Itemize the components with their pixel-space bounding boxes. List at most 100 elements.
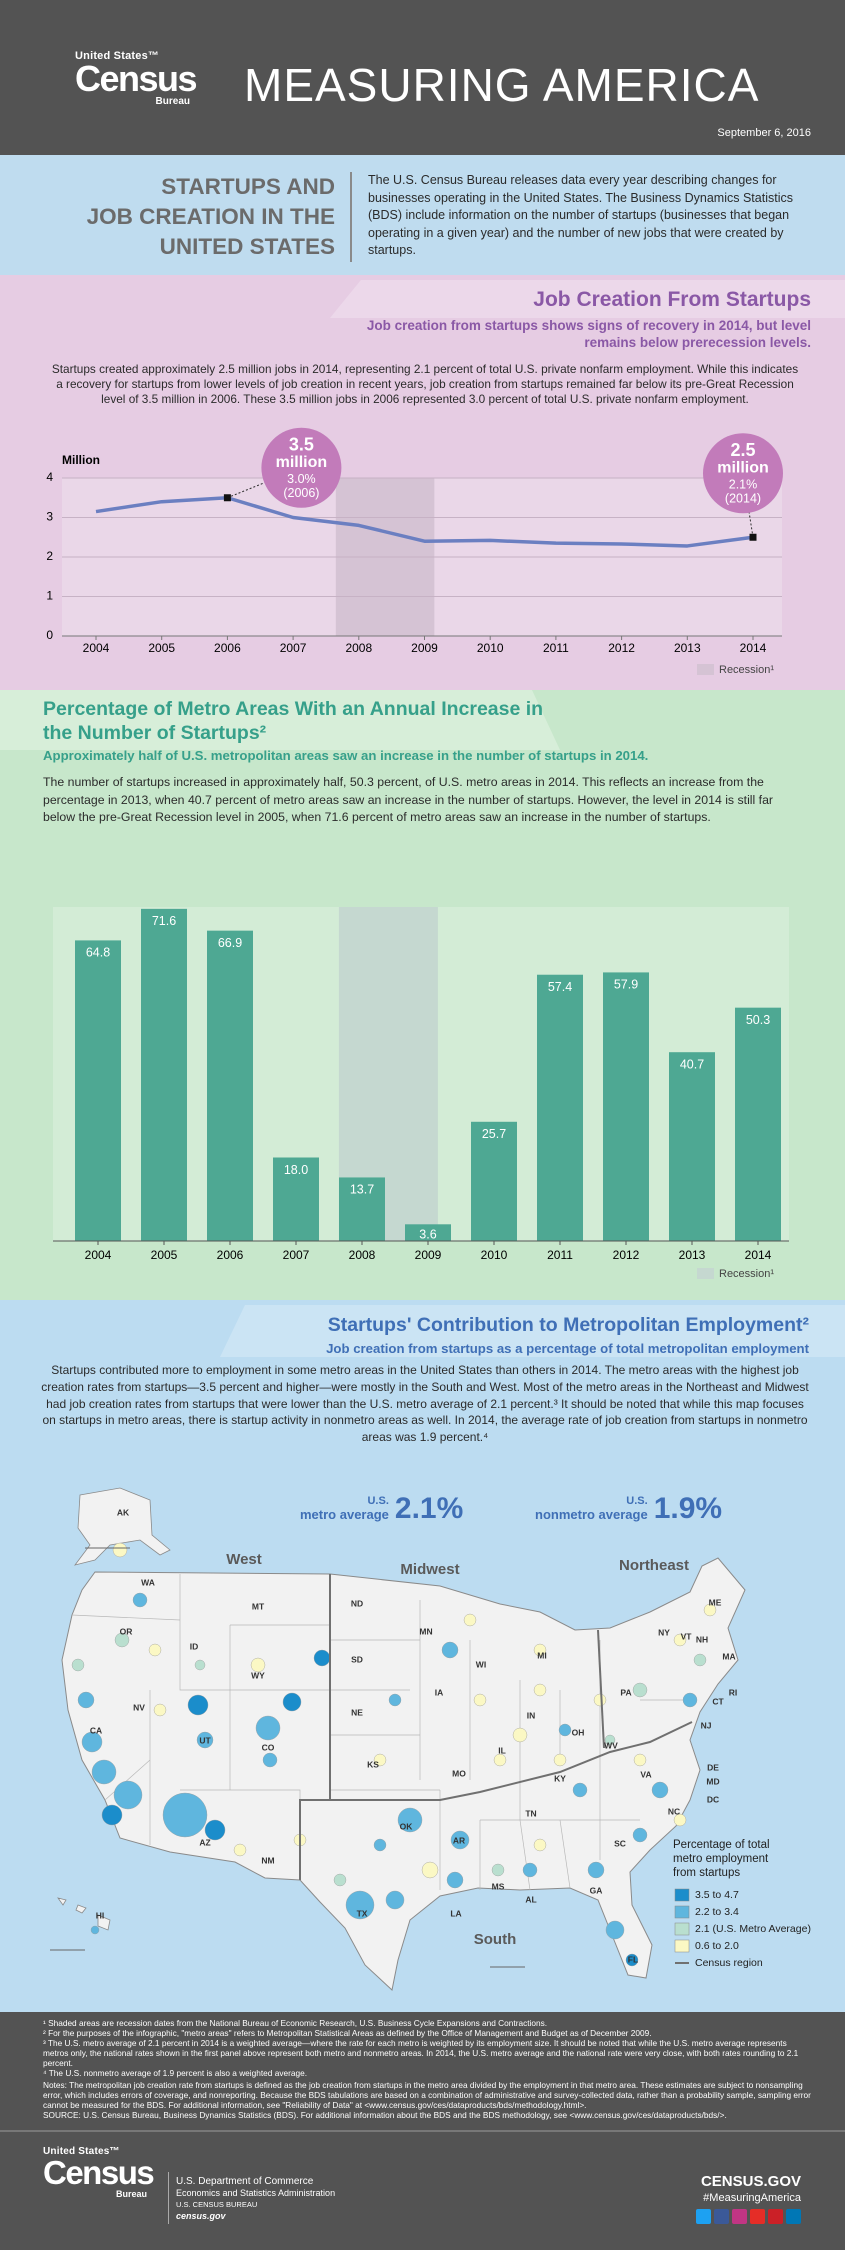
state-label: IA bbox=[435, 1687, 444, 1697]
metro-area bbox=[558, 1723, 572, 1737]
x-tick-label: 2008 bbox=[345, 641, 372, 655]
bar bbox=[273, 1157, 319, 1241]
state-label: IN bbox=[527, 1710, 536, 1720]
legend-swatch bbox=[674, 1939, 690, 1953]
metro-area bbox=[651, 1781, 669, 1799]
census-region-boundary bbox=[330, 1721, 693, 1801]
metro-area bbox=[345, 1890, 375, 1920]
bar-value-label: 25.7 bbox=[482, 1127, 506, 1141]
legend-label: 0.6 to 2.0 bbox=[695, 1940, 739, 1952]
annotation-bubble bbox=[703, 433, 783, 514]
state-label: KY bbox=[554, 1773, 566, 1783]
census-logo: United States™ Census Bureau bbox=[75, 50, 215, 107]
metro-area bbox=[493, 1753, 507, 1767]
x-tick-label: 2004 bbox=[85, 1248, 112, 1262]
annotation-text: million bbox=[717, 459, 769, 476]
legend-label: 2.1 (U.S. Metro Average) bbox=[695, 1923, 811, 1935]
metro-area bbox=[682, 1692, 698, 1708]
x-tick-label: 2005 bbox=[151, 1248, 178, 1262]
bar-value-label: 3.6 bbox=[419, 1227, 436, 1241]
metro-area bbox=[90, 1925, 100, 1935]
footer-logo: United States™ Census Bureau bbox=[43, 2146, 163, 2199]
metro-area bbox=[313, 1649, 331, 1667]
agency-line: U.S. CENSUS BUREAU bbox=[176, 2200, 258, 2209]
y-tick-label: 0 bbox=[46, 628, 53, 642]
header-title: MEASURING AMERICA bbox=[244, 59, 760, 111]
x-tick-label: 2008 bbox=[349, 1248, 376, 1262]
state-label: LA bbox=[450, 1908, 461, 1918]
bar-value-label: 40.7 bbox=[680, 1057, 704, 1071]
state-label: SC bbox=[614, 1838, 626, 1848]
state-label: ME bbox=[709, 1597, 722, 1607]
region-label: Northeast bbox=[619, 1557, 689, 1574]
annotation-text: million bbox=[276, 454, 328, 471]
metro-area bbox=[233, 1843, 247, 1857]
state-label: AK bbox=[117, 1507, 130, 1517]
state-label: CO bbox=[262, 1742, 275, 1752]
state-label: ND bbox=[351, 1598, 363, 1608]
section2-tab bbox=[0, 690, 560, 750]
state-label: NM bbox=[261, 1855, 274, 1865]
average-label: nonmetro average bbox=[535, 1507, 648, 1522]
state-label: AZ bbox=[199, 1837, 210, 1847]
bar-value-label: 57.9 bbox=[614, 978, 638, 992]
x-tick-label: 2006 bbox=[214, 641, 241, 655]
header-date: September 6, 2016 bbox=[717, 127, 811, 139]
average-label-block: U.S. nonmetro average bbox=[535, 1495, 648, 1524]
state-label: MN bbox=[419, 1626, 432, 1636]
state-label: DC bbox=[707, 1794, 719, 1804]
metro-area bbox=[194, 1659, 206, 1671]
metro-area bbox=[587, 1861, 605, 1879]
legend-label: 3.5 to 4.7 bbox=[695, 1889, 739, 1901]
average-label-block: U.S. metro average bbox=[300, 1495, 389, 1524]
metro-area bbox=[255, 1715, 281, 1741]
state-label: OH bbox=[572, 1727, 585, 1737]
map-alaska bbox=[74, 1487, 171, 1566]
state-label: NE bbox=[351, 1707, 363, 1717]
section-text: Startups contributed more to employment … bbox=[41, 1363, 809, 1445]
bar bbox=[207, 930, 253, 1241]
metro-area bbox=[385, 1890, 405, 1910]
metro-area bbox=[463, 1613, 477, 1627]
metro-area bbox=[633, 1753, 647, 1767]
metro-area bbox=[491, 1863, 505, 1877]
bar bbox=[75, 940, 121, 1241]
state-label: UT bbox=[199, 1735, 211, 1745]
x-tick-label: 2009 bbox=[411, 641, 438, 655]
y-tick-label: 2 bbox=[46, 549, 53, 563]
bar bbox=[471, 1121, 517, 1241]
state-label: MI bbox=[537, 1650, 546, 1660]
agency-line: U.S. Department of Commerce bbox=[176, 2176, 314, 2187]
metro-area bbox=[593, 1693, 607, 1707]
metro-area bbox=[77, 1691, 95, 1709]
state-label: OK bbox=[400, 1821, 414, 1831]
state-label: FL bbox=[628, 1954, 638, 1964]
footnote: ² For the purposes of the infographic, "… bbox=[43, 2028, 652, 2038]
metro-area bbox=[533, 1838, 547, 1852]
bar bbox=[735, 1007, 781, 1241]
metro-area bbox=[533, 1683, 547, 1697]
x-tick-label: 2004 bbox=[83, 641, 110, 655]
footnote: SOURCE: U.S. Census Bureau, Business Dyn… bbox=[43, 2110, 727, 2120]
x-tick-label: 2012 bbox=[608, 641, 635, 655]
state-label: WI bbox=[476, 1659, 486, 1669]
state-label: NY bbox=[658, 1627, 670, 1637]
agency-block: U.S. Department of Commerce Economics and… bbox=[176, 2176, 335, 2222]
legend-swatch bbox=[674, 1922, 690, 1936]
metro-area bbox=[703, 1603, 717, 1617]
map-hawaii bbox=[57, 1897, 111, 1931]
logo-top: United States™ bbox=[75, 50, 160, 62]
metro-area bbox=[373, 1753, 387, 1767]
bar-value-label: 13.7 bbox=[350, 1183, 374, 1197]
section3-tab bbox=[220, 1305, 845, 1357]
logo-main: Census bbox=[43, 2154, 155, 2191]
bar bbox=[141, 908, 187, 1241]
metro-area bbox=[604, 1734, 616, 1746]
metro-area bbox=[114, 1632, 130, 1648]
agency-line: census.gov bbox=[176, 2210, 226, 2221]
state-label: MT bbox=[252, 1601, 265, 1611]
state-label: NC bbox=[668, 1806, 680, 1816]
state-label: NH bbox=[696, 1634, 708, 1644]
state-label: MD bbox=[706, 1776, 719, 1786]
section-subtitle: Job creation from startups shows signs o… bbox=[366, 318, 811, 350]
